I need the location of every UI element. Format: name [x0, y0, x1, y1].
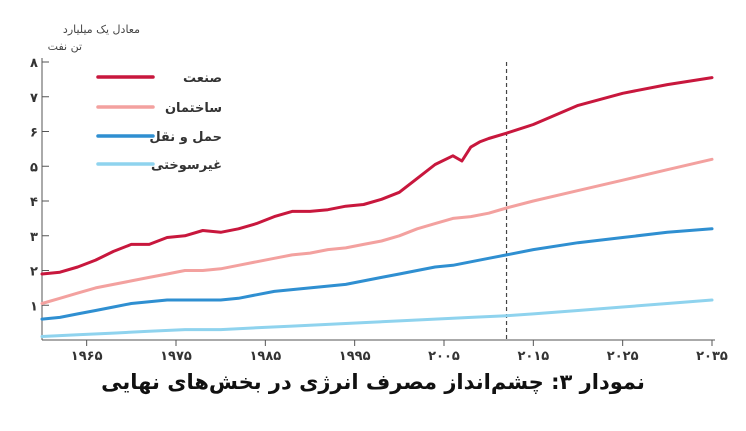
- x-tick-label: ۲۰۰۵: [428, 349, 460, 364]
- y-axis-ticks: ۱ ۲ ۳ ۴ ۵ ۶ ۷ ۸: [30, 56, 49, 314]
- y-axis-title-line-2: تن نفت: [48, 40, 82, 53]
- x-tick-label: ۲۰۳۵: [696, 349, 728, 364]
- legend: صنعت ساختمان حمل و نقل غیرسوختی: [96, 71, 222, 173]
- y-tick-label: ۴: [30, 195, 38, 210]
- x-tick-label: ۱۹۸۵: [249, 349, 281, 364]
- series-line-2: [40, 227, 714, 321]
- y-tick-label: ۳: [30, 230, 38, 245]
- legend-label-0: صنعت: [183, 71, 222, 86]
- x-tick-label: ۱۹۷۵: [160, 349, 192, 364]
- series-line-0: [40, 76, 714, 276]
- energy-consumption-chart: معادل یک میلیارد تن نفت ۱ ۲ ۳ ۴ ۵ ۶ ۷ ۸ ۱۹۶۵ ۱۹۷…: [30, 23, 728, 364]
- y-tick-label: ۷: [30, 91, 38, 106]
- figure-caption: نمودار ۳: چشم‌انداز مصرف انرژی در بخش‌ها…: [101, 370, 645, 394]
- x-tick-label: ۲۰۲۵: [607, 349, 639, 364]
- legend-label-2: حمل و نقل: [149, 130, 222, 145]
- y-axis-title-line-1: معادل یک میلیارد: [63, 23, 140, 36]
- y-tick-label: ۱: [30, 299, 38, 314]
- series-line-1: [40, 157, 714, 305]
- series-line-3: [40, 298, 714, 338]
- y-tick-label: ۵: [30, 160, 38, 175]
- x-axis-ticks: ۱۹۶۵ ۱۹۷۵ ۱۹۸۵ ۱۹۹۵ ۲۰۰۵ ۲۰۱۵ ۲۰۲۵ ۲۰۳۵: [71, 340, 728, 364]
- legend-label-1: ساختمان: [165, 101, 222, 116]
- y-tick-label: ۶: [30, 126, 38, 141]
- legend-label-3: غیرسوختی: [151, 158, 222, 173]
- series-lines: [40, 76, 714, 338]
- y-tick-label: ۲: [30, 265, 38, 280]
- x-tick-label: ۱۹۶۵: [71, 349, 103, 364]
- x-tick-label: ۱۹۹۵: [339, 349, 371, 364]
- y-axis-title: معادل یک میلیارد تن نفت: [48, 23, 140, 53]
- x-tick-label: ۲۰۱۵: [517, 349, 549, 364]
- y-tick-label: ۸: [30, 56, 38, 71]
